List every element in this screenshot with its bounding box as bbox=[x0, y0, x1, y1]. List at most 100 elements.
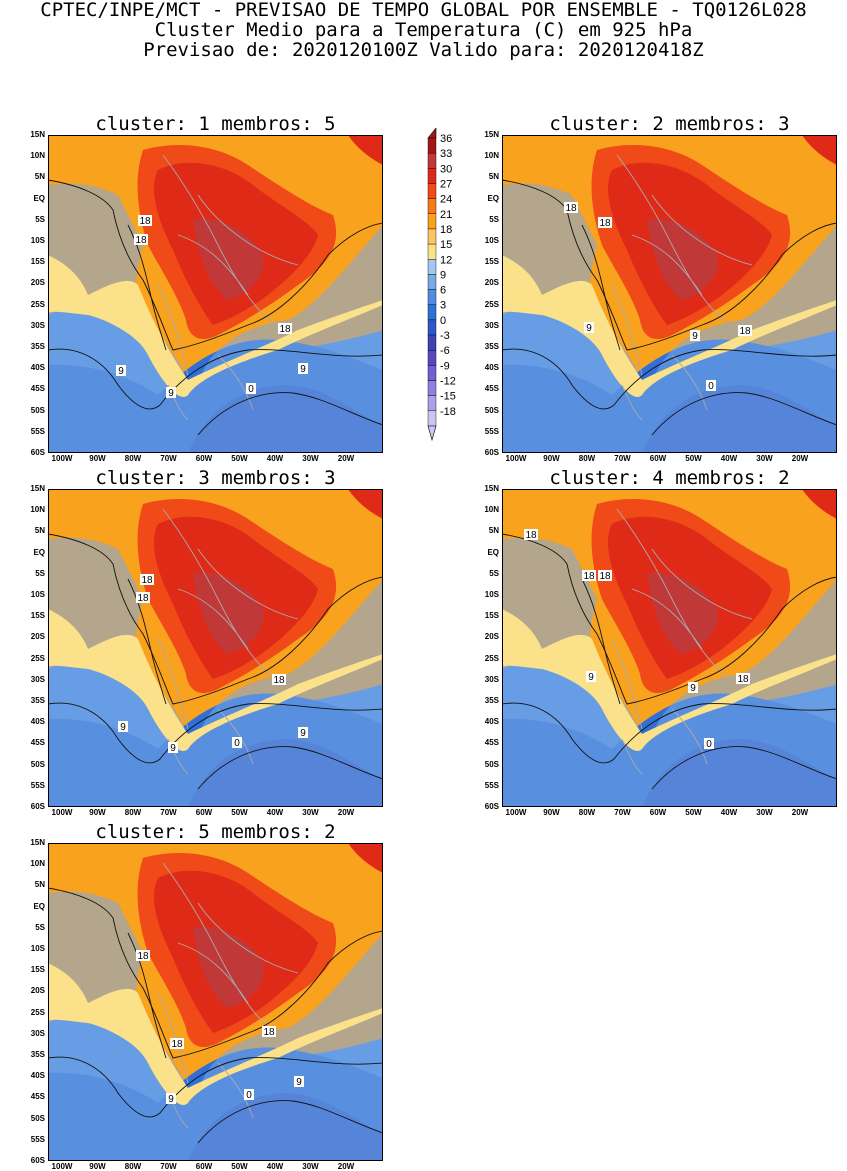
lon-tick-label: 80W bbox=[578, 808, 596, 817]
lat-tick-label: 50S bbox=[30, 759, 45, 769]
lat-tick-label: 5N bbox=[488, 172, 499, 182]
lat-tick-label: 60S bbox=[30, 448, 45, 457]
lat-tick-label: 40S bbox=[484, 363, 499, 373]
legend-color-box bbox=[427, 304, 437, 321]
lat-tick-label: 30S bbox=[30, 674, 45, 684]
lat-tick-label: 10N bbox=[30, 505, 45, 515]
lat-tick-label: 15S bbox=[484, 611, 499, 621]
lat-tick-label: 40S bbox=[30, 1071, 45, 1081]
contour-label: 18 bbox=[141, 575, 153, 586]
legend-color-box bbox=[427, 319, 437, 336]
contour-label: 18 bbox=[525, 530, 537, 541]
lat-tick-label: EQ bbox=[33, 547, 45, 557]
contour-label: 0 bbox=[708, 381, 714, 392]
lon-tick-label: 100W bbox=[51, 808, 73, 817]
contour-label: 9 bbox=[168, 388, 174, 399]
legend-level-label: 21 bbox=[440, 209, 452, 221]
contour-label: 18 bbox=[565, 203, 577, 214]
colorbar-legend: 36 33 30 27 24 21 18 15 12 9 6 3 0 -3 -6 -9 -12 -15 -18 bbox=[418, 127, 478, 448]
lat-tick-label: 10S bbox=[30, 590, 45, 599]
lon-tick-label: 60W bbox=[195, 808, 213, 817]
legend-level-label: 33 bbox=[440, 148, 452, 160]
legend-arrow-down bbox=[427, 425, 437, 442]
lon-tick-label: 90W bbox=[89, 808, 106, 817]
lat-tick-label: 45S bbox=[30, 384, 45, 394]
contour-label: 0 bbox=[248, 384, 254, 395]
lon-tick-label: 70W bbox=[160, 808, 177, 817]
lat-tick-label: 20S bbox=[30, 632, 45, 642]
lon-tick-label: 90W bbox=[543, 808, 560, 817]
lon-tick-label: 60W bbox=[195, 454, 213, 463]
lat-tick-label: 5S bbox=[35, 568, 45, 578]
panel-cluster-2: cluster: 2 membros: 3 18 18 9 9 18 0 bbox=[502, 113, 837, 453]
contour-label: 18 bbox=[737, 674, 749, 685]
lat-tick-label: 55S bbox=[484, 780, 499, 790]
lon-tick-label: 50W bbox=[685, 454, 702, 463]
panel-5-map: 18 18 9 18 9 0 bbox=[48, 843, 383, 1161]
lat-tick-label: 10S bbox=[484, 590, 499, 599]
lat-tick-label: 5N bbox=[34, 172, 45, 182]
lat-tick-label: 25S bbox=[484, 653, 499, 663]
contour-label: 9 bbox=[300, 364, 306, 375]
lat-tick-label: 5S bbox=[35, 214, 45, 224]
contour-label: 9 bbox=[588, 672, 594, 683]
legend-level-label: -6 bbox=[440, 345, 450, 357]
panel-cluster-1: cluster: 1 membros: 5 18 18 9 9 9 0 18 bbox=[48, 113, 383, 453]
panel-3-title: cluster: 3 membros: 3 bbox=[95, 467, 336, 489]
lon-tick-label: 30W bbox=[302, 808, 319, 817]
title-line-3: Previsao de: 2020120100Z Valido para: 20… bbox=[143, 39, 704, 61]
lon-tick-label: 100W bbox=[51, 454, 73, 463]
contour-label: 18 bbox=[739, 326, 751, 337]
lat-tick-label: EQ bbox=[33, 193, 45, 203]
lon-tick-label: 20W bbox=[337, 808, 355, 817]
lon-tick-label: 30W bbox=[756, 454, 773, 463]
contour-label: 18 bbox=[279, 324, 291, 335]
lat-tick-label: 15S bbox=[30, 611, 45, 621]
legend-color-box bbox=[427, 259, 437, 275]
lat-tick-label: 15S bbox=[484, 257, 499, 267]
lat-tick-label: 55S bbox=[30, 1134, 45, 1144]
contour-label: 9 bbox=[300, 728, 306, 739]
lon-tick-label: 30W bbox=[756, 808, 773, 817]
lon-tick-label: 40W bbox=[720, 454, 738, 463]
lat-tick-label: 15N bbox=[484, 484, 499, 493]
lat-tick-label: 35S bbox=[30, 1050, 45, 1059]
lat-tick-label: 20S bbox=[484, 278, 499, 288]
legend-color-box bbox=[427, 350, 437, 366]
contour-label: 9 bbox=[170, 743, 176, 754]
legend-level-label: 15 bbox=[440, 239, 452, 251]
lon-tick-label: 20W bbox=[791, 808, 809, 817]
lon-tick-label: 70W bbox=[160, 1162, 177, 1171]
contour-label: 0 bbox=[246, 1090, 252, 1101]
legend-level-label: 3 bbox=[440, 300, 446, 312]
legend-color-box bbox=[427, 228, 437, 245]
lat-tick-label: 5N bbox=[488, 526, 499, 536]
lon-tick-label: 60W bbox=[649, 454, 667, 463]
panel-5-title: cluster: 5 membros: 2 bbox=[95, 821, 336, 843]
contour-label: 9 bbox=[120, 722, 126, 733]
panel-cluster-5: cluster: 5 membros: 2 18 18 9 18 9 0 bbox=[48, 821, 383, 1161]
panel-2-map: 18 18 9 9 18 0 bbox=[502, 135, 837, 453]
contour-label: 0 bbox=[234, 738, 240, 749]
lat-tick-label: 40S bbox=[30, 363, 45, 373]
lat-tick-label: 50S bbox=[484, 759, 499, 769]
legend-level-label: 27 bbox=[440, 178, 452, 190]
lon-tick-label: 80W bbox=[124, 808, 142, 817]
legend-color-box bbox=[427, 183, 437, 199]
lat-tick-label: 60S bbox=[484, 448, 499, 457]
lon-tick-label: 80W bbox=[578, 454, 596, 463]
legend-color-box bbox=[427, 198, 437, 214]
contour-label: 18 bbox=[137, 593, 149, 604]
lat-tick-label: 5N bbox=[34, 880, 45, 890]
lat-tick-label: 30S bbox=[484, 674, 499, 684]
contour-label: 18 bbox=[139, 216, 151, 227]
lat-tick-label: 15N bbox=[484, 130, 499, 139]
panel-4-title: cluster: 4 membros: 2 bbox=[549, 467, 790, 489]
legend-color-box bbox=[427, 410, 437, 427]
lat-tick-label: 35S bbox=[484, 696, 499, 705]
lat-tick-label: 50S bbox=[30, 405, 45, 415]
lat-tick-label: 25S bbox=[30, 299, 45, 309]
lat-tick-label: 40S bbox=[484, 717, 499, 727]
panel-1-map: 18 18 9 9 9 0 18 bbox=[48, 135, 383, 453]
